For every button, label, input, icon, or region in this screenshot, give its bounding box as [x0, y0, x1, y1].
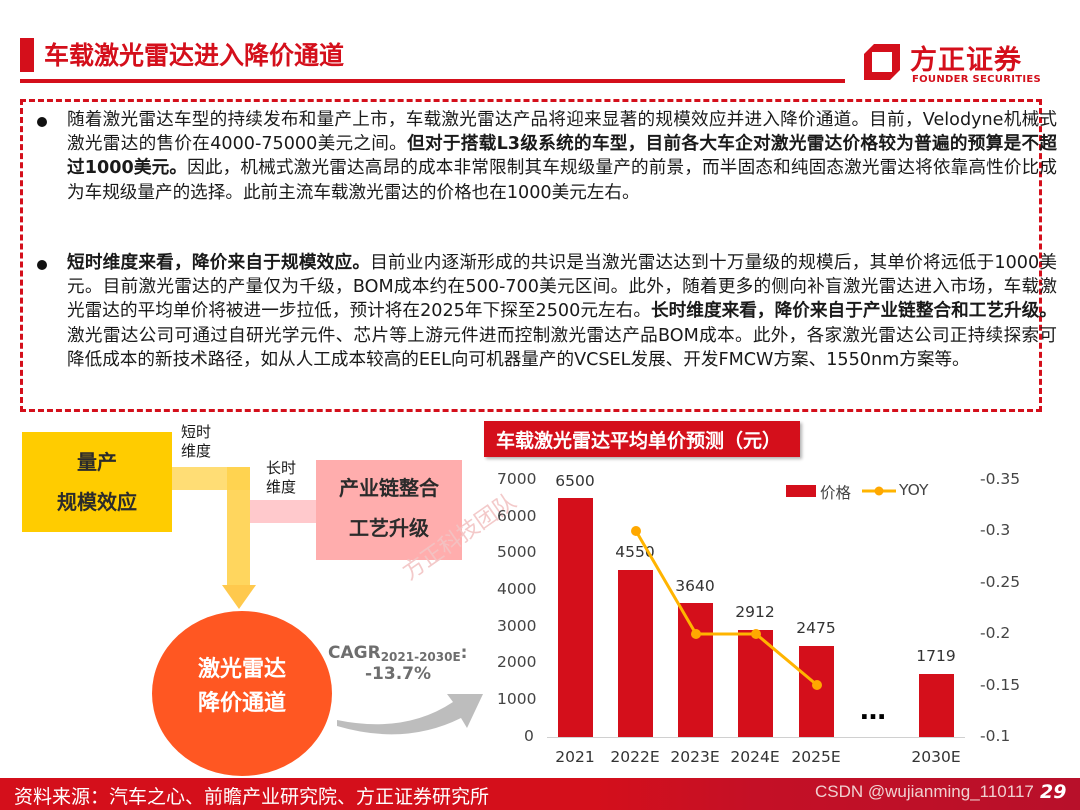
para1-text: 随着激光雷达车型的持续发布和量产上市，车载激光雷达产品将迎来显著的规模效应并进入… [67, 110, 1057, 155]
left-axis-tick: 3000 [497, 617, 537, 635]
page-number: 29 [1040, 781, 1067, 803]
bar-value-label: 2475 [796, 619, 836, 637]
left-axis-tick: 0 [524, 727, 534, 745]
chart-title-banner: 车载激光雷达平均单价预测（元） [484, 421, 800, 457]
legend-price-swatch [786, 485, 816, 497]
bar-2021 [558, 498, 593, 737]
bullet-paragraph-1: 随着激光雷达车型的持续发布和量产上市，车载激光雷达产品将迎来显著的规模效应并进入… [37, 108, 1058, 205]
price-decline-label: 激光雷达 降价通道 [197, 657, 286, 716]
title-accent-bar [20, 38, 34, 72]
left-axis-tick: 6000 [497, 507, 537, 525]
legend-yoy-icon [862, 486, 896, 496]
right-axis-tick: -0.3 [980, 521, 1011, 539]
bullet-icon [37, 260, 47, 270]
csdn-watermark: CSDN @wujianming_110117 [815, 782, 1034, 801]
industry-chain-box: 产业链整合 工艺升级 [316, 460, 462, 560]
bar-value-label: 2912 [735, 603, 775, 621]
right-axis-tick: -0.25 [980, 573, 1021, 591]
x-axis-line [547, 737, 965, 738]
cagr-value: -13.7% [365, 664, 432, 684]
price-decline-circle: 激光雷达 降价通道 [152, 611, 332, 776]
x-axis-label: 2023E [670, 748, 720, 766]
bullet-icon [37, 117, 47, 127]
bullet-paragraph-2: 短时维度来看，降价来自于规模效应。目前业内逐渐形成的共识是当激光雷达达到十万量级… [37, 251, 1057, 372]
left-axis-tick: 7000 [497, 470, 537, 488]
para1-text-2: 因此，机械式激光雷达高昂的成本非常限制其车规级量产的前景，而半固态和纯固态激光雷… [67, 158, 1057, 203]
page-title: 车载激光雷达进入降价通道 [44, 41, 345, 70]
right-axis-tick: -0.2 [980, 624, 1011, 642]
legend-price-label: 价格 [820, 484, 852, 502]
ellipsis-gap: … [860, 696, 888, 726]
logo-english-name: FOUNDER SECURITIES [912, 74, 1042, 85]
legend-yoy-label: YOY [899, 481, 929, 499]
scale-effect-label: 量产 规模效应 [57, 450, 137, 514]
bar-2023e [678, 603, 713, 737]
curved-arrow-icon [337, 694, 483, 735]
x-axis-label: 2022E [610, 748, 660, 766]
summary-textbox: 随着激光雷达车型的持续发布和量产上市，车载激光雷达产品将迎来显著的规模效应并进入… [20, 99, 1057, 412]
x-axis-label: 2025E [791, 748, 841, 766]
chart-title: 车载激光雷达平均单价预测（元） [496, 430, 782, 452]
scale-effect-box: 量产 规模效应 [22, 432, 172, 532]
right-axis-tick: -0.15 [980, 676, 1021, 694]
footer-bar: 资料来源：汽车之心、前瞻产业研究院、方正证券研究所 CSDN @wujianmi… [0, 778, 1080, 810]
left-axis-tick: 2000 [497, 653, 537, 671]
down-arrow-shaft [227, 467, 250, 587]
para1-bold: 但对于搭载L3级系统的车型，目前各大车企对激光雷达价格较为普遍的预算是不超过10… [67, 134, 1058, 179]
arrow-down-icon [222, 585, 256, 609]
bar-value-label: 1719 [916, 647, 956, 665]
para2-text-2: 激光雷达公司可通过自研光学元件、芯片等上游元件进而控制激光雷达产品BOM成本。此… [67, 325, 1057, 370]
industry-chain-label: 产业链整合 工艺升级 [339, 476, 439, 540]
x-axis-label: 2024E [730, 748, 780, 766]
bar-2030e [919, 674, 954, 737]
para2-bold-2: 长时维度来看，降价来自于产业链整合和工艺升级。 [651, 301, 1057, 322]
founder-logo-icon [864, 44, 900, 80]
left-axis-tick: 5000 [497, 543, 537, 561]
bar-value-label: 3640 [675, 577, 715, 595]
x-axis-label: 2021 [555, 748, 595, 766]
bar-2025e [799, 646, 834, 737]
bar-value-label: 6500 [555, 472, 595, 490]
bar-2024e [738, 630, 773, 737]
para2-text-1: 目前业内逐渐形成的共识是当激光雷达达到十万量级的规模后，其单价将远低于1000美… [67, 253, 1057, 322]
para2-bold-1: 短时维度来看，降价来自于规模效应。 [67, 253, 371, 273]
long-term-connector [250, 500, 316, 523]
cagr-label: CAGR2021-2030E: [328, 643, 468, 664]
left-axis-tick: 1000 [497, 690, 537, 708]
logo-chinese-name: 方正证券 [910, 45, 1022, 76]
bar-2022e [618, 570, 653, 737]
short-term-label: 短时 维度 [181, 423, 212, 460]
source-note: 资料来源：汽车之心、前瞻产业研究院、方正证券研究所 [14, 786, 490, 808]
left-axis-tick: 4000 [497, 580, 537, 598]
right-axis-tick: -0.35 [980, 470, 1021, 488]
title-divider [20, 79, 845, 83]
long-term-label: 长时 维度 [266, 459, 297, 496]
founder-logo: 方正证券 FOUNDER SECURITIES [862, 40, 1062, 90]
x-axis-label: 2030E [911, 748, 961, 766]
right-axis-tick: -0.1 [980, 727, 1011, 745]
